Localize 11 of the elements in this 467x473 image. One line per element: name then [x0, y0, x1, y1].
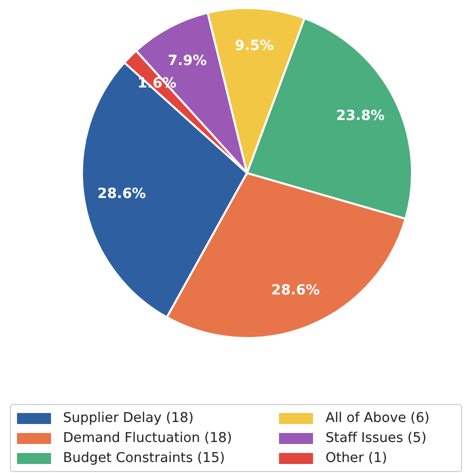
- legend-label: Staff Issues (5): [325, 430, 427, 446]
- legend-label: Other (1): [325, 450, 388, 466]
- data-label: 23.8%: [336, 108, 385, 124]
- data-label: 28.6%: [271, 282, 320, 298]
- data-label: 9.5%: [234, 38, 274, 54]
- legend-label: Supplier Delay (18): [63, 410, 194, 426]
- data-label: 7.9%: [168, 52, 207, 69]
- legend-label: Budget Constraints (15): [63, 450, 225, 466]
- legend-label: Demand Fluctuation (18): [63, 430, 232, 446]
- legend-label: All of Above (6): [325, 410, 430, 426]
- data-label: 28.6%: [97, 186, 146, 202]
